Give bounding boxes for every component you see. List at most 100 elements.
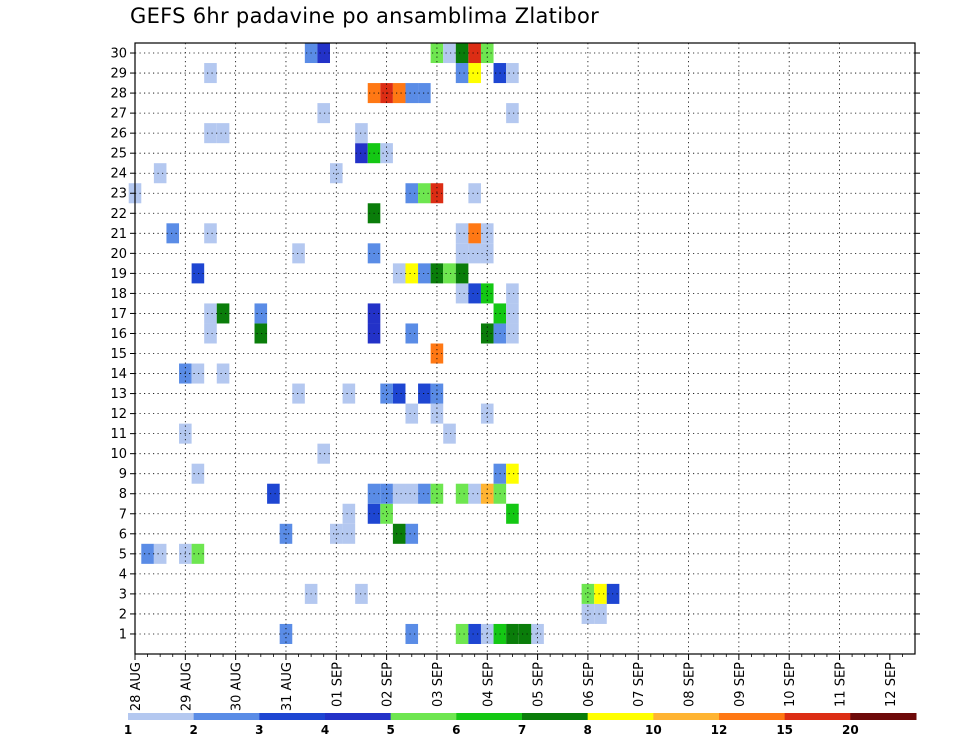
heatmap-cell [405,523,419,544]
heatmap-cell [455,223,469,244]
y-tick-label: 16 [110,327,127,342]
heatmap-cell [392,383,406,404]
heatmap-cell [279,623,293,644]
x-tick-label: 04 SEP [481,662,496,707]
x-tick-label: 10 SEP [783,662,798,707]
heatmap-cell [480,243,494,264]
heatmap-cell [443,423,456,444]
y-tick-label: 26 [110,127,127,142]
x-tick-label: 05 SEP [532,662,547,707]
colorbar-segment [784,713,851,720]
heatmap-cell [480,223,494,244]
heatmap-cell [455,63,469,84]
heatmap-cell [455,623,469,644]
heatmap-cell [455,263,469,284]
colorbar-segment [193,713,260,720]
heatmap-cell [204,223,217,244]
heatmap-cell [153,543,167,564]
heatmap-cell [292,383,305,404]
y-tick-label: 18 [110,287,127,302]
heatmap-cell [204,303,217,324]
heatmap-cell [418,83,431,104]
heatmap-cell [468,283,481,304]
colorbar-label: 8 [583,723,591,737]
y-tick-label: 12 [110,407,127,422]
heatmap-cell [468,63,481,84]
heatmap-cell [405,403,419,424]
x-tick-label: 12 SEP [884,662,899,707]
heatmap-cells [128,43,620,644]
heatmap-cell [355,123,368,144]
heatmap-cell [204,323,217,344]
heatmap-cell [405,323,419,344]
x-tick-label: 29 AUG [179,662,194,711]
colorbar-label: 4 [321,723,329,737]
heatmap-cell [405,83,419,104]
y-axis: 1234567891011121314151617181920212223242… [110,47,920,642]
heatmap-cell [204,63,217,84]
heatmap-cell [480,403,494,424]
x-tick-label: 06 SEP [582,662,597,707]
y-tick-label: 19 [110,267,127,282]
heatmap-cell [267,483,280,504]
y-tick-label: 30 [110,47,127,62]
y-tick-label: 13 [110,387,127,402]
heatmap-cell [166,223,180,244]
colorbar-label: 10 [645,723,662,737]
heatmap-cell [342,503,356,524]
colorbar-label: 5 [386,723,394,737]
y-tick-label: 14 [110,367,127,382]
colorbar-segment [522,713,589,720]
heatmap-cell [531,623,544,644]
heatmap-cell [455,283,469,304]
heatmap-cell [594,583,607,604]
heatmap-cell [342,523,356,544]
y-tick-label: 5 [119,547,127,562]
heatmap-cell [480,283,494,304]
heatmap-cell [191,463,205,484]
colorbar-segment [128,713,195,720]
heatmap-cell [191,263,205,284]
x-tick-label: 02 SEP [381,662,396,707]
heatmap-cell [405,623,419,644]
y-tick-label: 23 [110,187,127,202]
heatmap-cell [443,263,456,284]
colorbar-segment [390,713,457,720]
y-tick-label: 9 [119,467,127,482]
heatmap-cell [506,463,519,484]
colorbar-label: 2 [189,723,197,737]
heatmap-cell [480,623,494,644]
heatmap-cell [418,263,431,284]
colorbar-segment [456,713,523,720]
colorbar-label: 7 [518,723,526,737]
y-tick-label: 17 [110,307,127,322]
y-tick-label: 20 [110,247,127,262]
y-tick-label: 24 [110,167,127,182]
heatmap-cell [455,483,469,504]
heatmap-cell [468,243,481,264]
colorbar: 1 2 3 4 5 6 7 8 10 12 15 20 [124,713,917,737]
heatmap-cell [468,623,481,644]
heatmap-cell [342,383,356,404]
y-tick-label: 21 [110,227,127,242]
y-tick-label: 2 [119,607,127,622]
chart-title: GEFS 6hr padavine po ansamblima Zlatibor [130,4,600,28]
y-tick-label: 29 [110,67,127,82]
x-tick-label: 01 SEP [330,662,345,707]
heatmap-cell [506,623,519,644]
heatmap-cell [418,183,431,204]
x-axis: 28 AUG 29 AUG 30 AUG 31 AUG 01 SEP 02 SEP 03 S… [129,654,903,711]
heatmap-cell [418,383,431,404]
heatmap-cell [216,123,230,144]
y-tick-label: 3 [119,587,127,602]
heatmap-cell [254,303,268,324]
heatmap-cell [581,583,595,604]
heatmap-cell [418,483,431,504]
x-tick-label: 08 SEP [683,662,698,707]
x-tick-label: 30 AUG [230,662,245,711]
colorbar-segment [259,713,326,720]
heatmap-cell [153,163,167,184]
heatmap-cell [405,483,419,504]
heatmap-cell [468,223,481,244]
